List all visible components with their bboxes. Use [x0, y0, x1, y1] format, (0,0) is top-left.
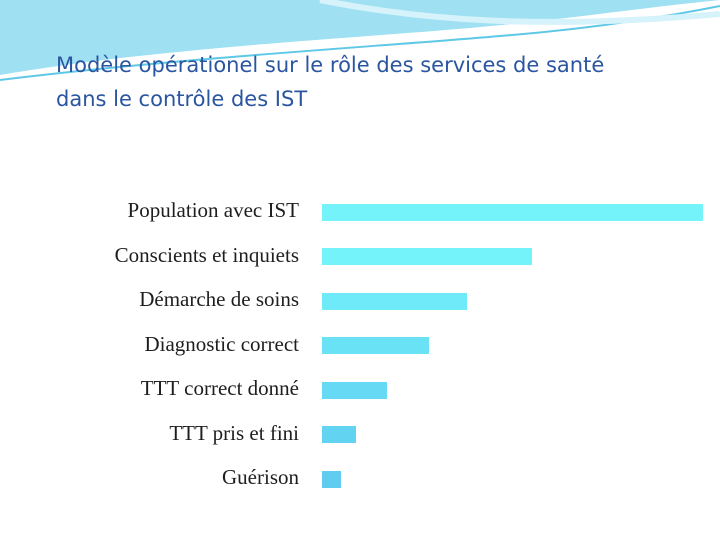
bar — [322, 337, 429, 354]
bar — [322, 381, 387, 399]
bar — [322, 426, 357, 443]
category-label: Guérison — [222, 465, 299, 489]
header-wave-decoration — [0, 0, 720, 81]
category-label: Conscients et inquiets — [114, 242, 299, 267]
category-label: Démarche de soins — [139, 287, 299, 311]
bar — [322, 203, 703, 221]
category-label: TTT pris et fini — [169, 420, 299, 445]
category-label: Population avec IST — [127, 198, 299, 222]
bar-chart: Population avec IST Conscients et inquiet… — [0, 190, 720, 500]
slide-title: Modèle opérationel sur le rôle des servi… — [56, 48, 696, 116]
title-line-1: Modèle opérationel sur le rôle des servi… — [56, 53, 605, 77]
bar — [322, 248, 532, 265]
bar — [322, 292, 467, 310]
bar — [322, 470, 342, 488]
category-label: TTT correct donné — [140, 376, 299, 400]
title-line-2: dans le contrôle des IST — [56, 87, 308, 111]
category-label: Diagnostic correct — [144, 331, 299, 356]
